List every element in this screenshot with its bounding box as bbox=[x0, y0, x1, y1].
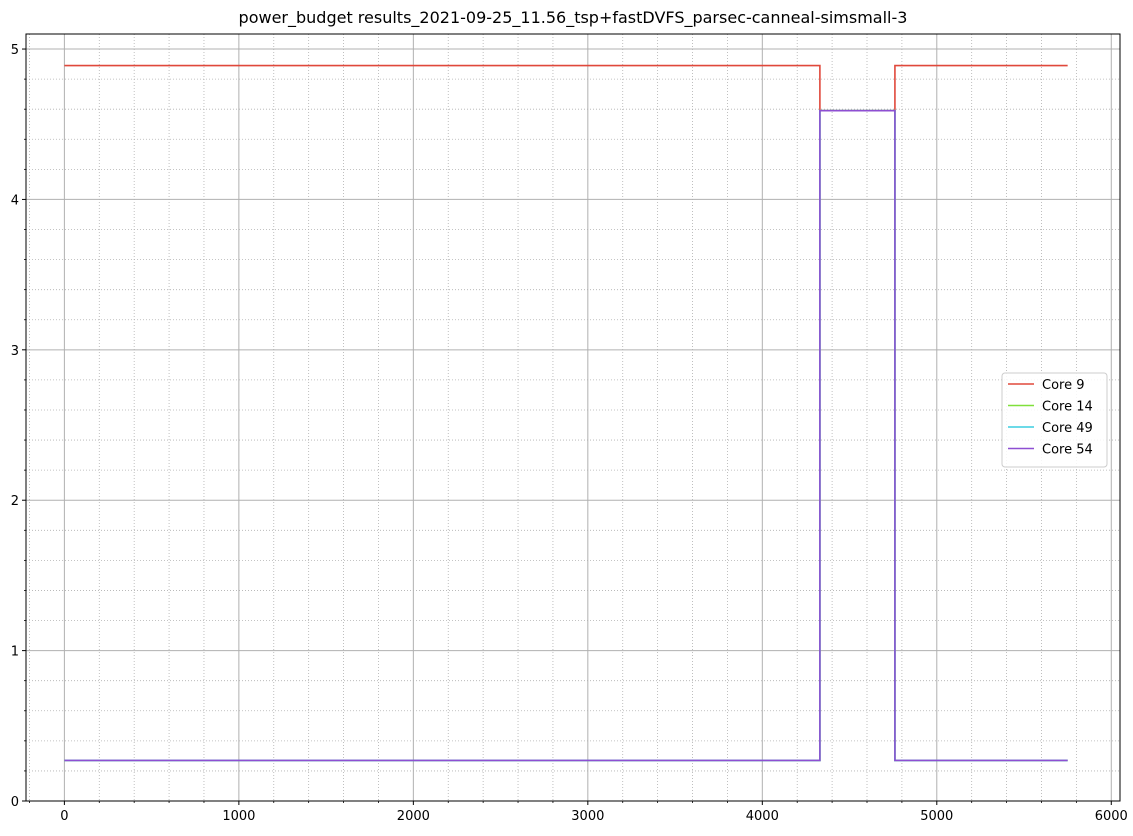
x-tick-label: 6000 bbox=[1095, 809, 1128, 824]
series-line-1 bbox=[64, 64, 1068, 112]
x-tick-label: 5000 bbox=[920, 809, 953, 824]
legend: Core 9 Core 14 Core 49 Core 54 bbox=[1001, 372, 1108, 468]
series-layer bbox=[64, 64, 1068, 762]
plot-frame bbox=[25, 33, 1121, 802]
legend-label: Core 49 bbox=[1042, 421, 1093, 436]
x-tick-label: 4000 bbox=[746, 809, 779, 824]
y-tick-label: 5 bbox=[11, 43, 19, 58]
x-tick-label: 0 bbox=[60, 809, 68, 824]
y-tick-label: 1 bbox=[11, 645, 19, 660]
x-tick-label: 3000 bbox=[571, 809, 604, 824]
legend-box bbox=[1001, 372, 1108, 468]
grid bbox=[26, 34, 1120, 802]
x-tick-label: 2000 bbox=[397, 809, 430, 824]
chart-title: power_budget results_2021-09-25_11.56_ts… bbox=[239, 8, 908, 28]
series-line-4 bbox=[64, 109, 1068, 762]
series-line-2 bbox=[64, 109, 1068, 762]
legend-label: Core 54 bbox=[1042, 443, 1093, 458]
y-tick-label: 3 bbox=[11, 344, 19, 359]
series-line-3 bbox=[64, 109, 1068, 762]
x-tick-label: 1000 bbox=[222, 809, 255, 824]
axis-ticks: 0 1000 2000 3000 4000 5000 6000 0 1 2 3 4 5 bbox=[11, 43, 1128, 824]
y-tick-label: 0 bbox=[11, 795, 19, 810]
legend-label: Core 9 bbox=[1042, 378, 1085, 393]
legend-label: Core 14 bbox=[1042, 400, 1093, 415]
y-tick-label: 2 bbox=[11, 494, 19, 509]
y-tick-label: 4 bbox=[11, 193, 19, 208]
